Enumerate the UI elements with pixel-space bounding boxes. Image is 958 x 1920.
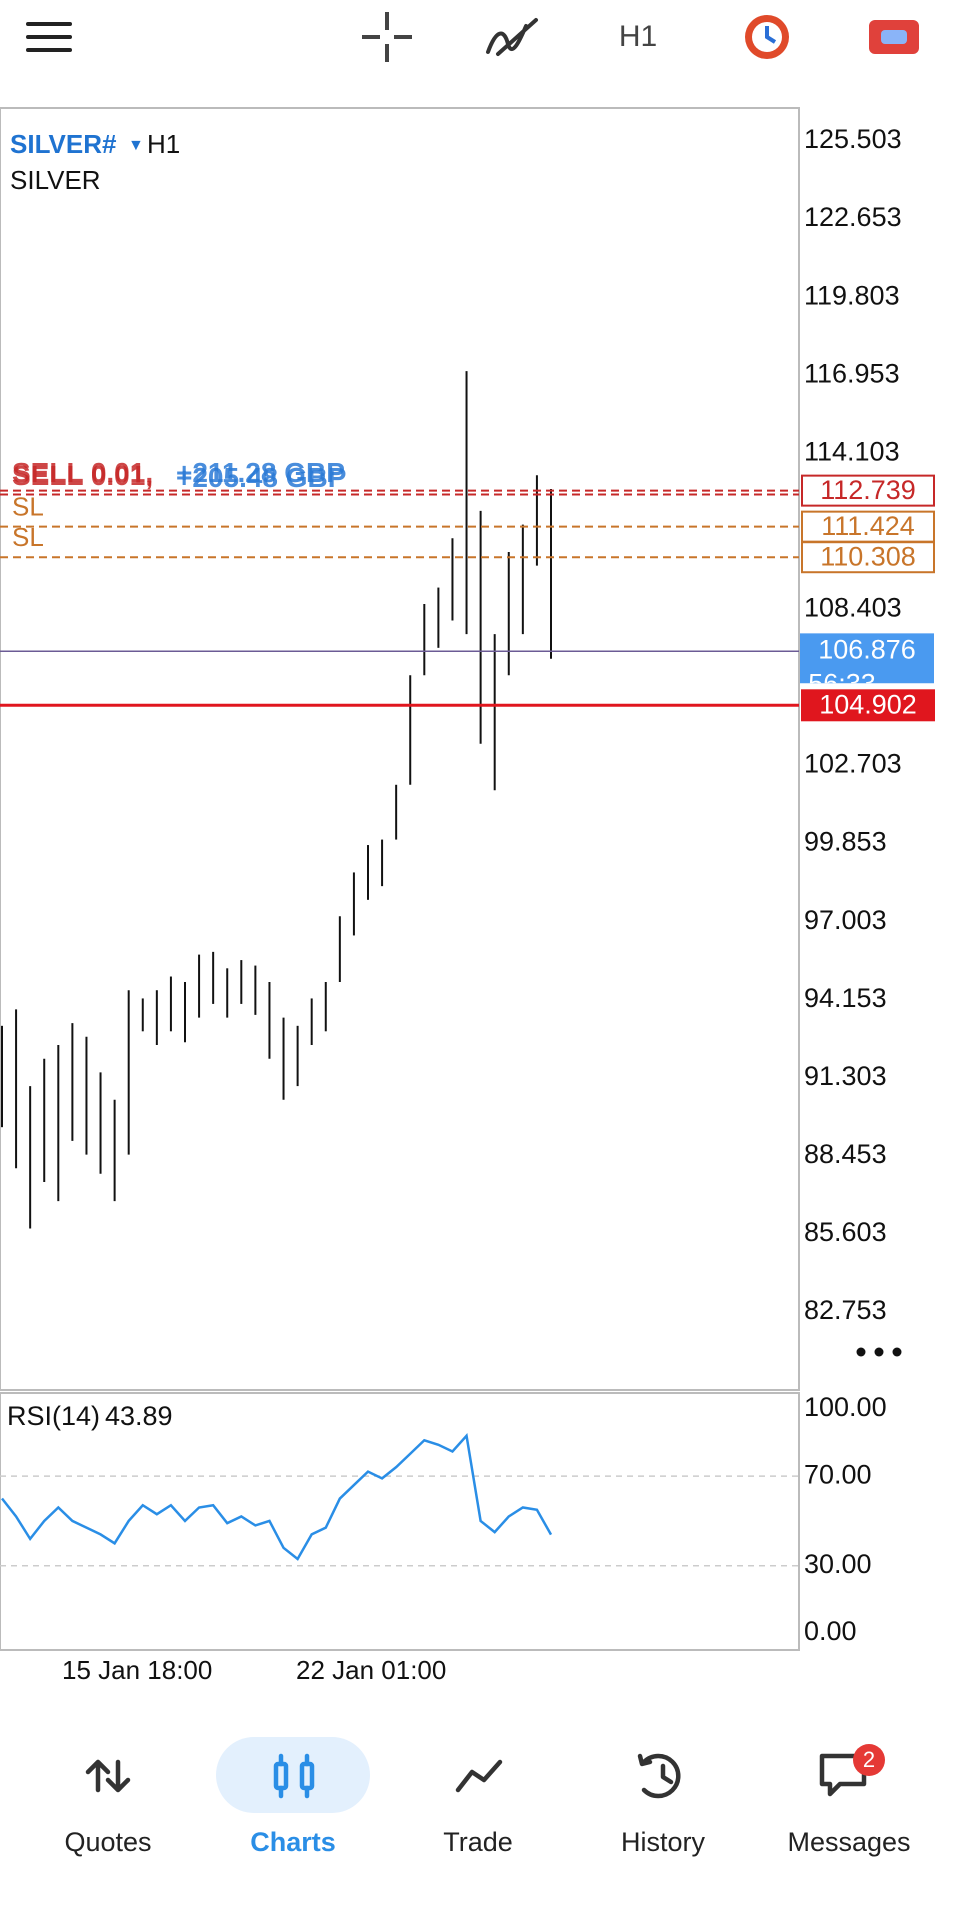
sl-price-label: 111.424 [821, 511, 915, 541]
trade-button[interactable] [869, 20, 919, 54]
badge-count: 2 [863, 1747, 875, 1772]
indicators-button[interactable] [486, 18, 538, 56]
symbol-dropdown[interactable]: ▼ [128, 137, 144, 154]
y-tick-label: 125.503 [804, 124, 902, 154]
alert-price-label: 104.902 [819, 689, 917, 719]
y-tick-label: 108.403 [804, 593, 902, 623]
nav-messages[interactable]: Messages [787, 1827, 910, 1857]
badge [853, 1744, 885, 1776]
order-profit: +211.28 GBP [176, 457, 345, 488]
y-tick-label: 70.00 [804, 1459, 872, 1489]
sl-price-box [801, 510, 935, 543]
rsi-name: RSI(14) [7, 1401, 100, 1431]
y-tick-label: 119.803 [804, 280, 900, 310]
y-tick-label: 97.003 [804, 905, 887, 935]
chart-timeframe: H1 [147, 129, 180, 159]
y-tick-label: 116.953 [804, 358, 900, 388]
bid-box [800, 633, 934, 684]
y-tick-label: 85.603 [804, 1217, 887, 1247]
symbol-description: SILVER [10, 165, 101, 195]
order-price-box [801, 474, 935, 507]
bid-price: 106.876 [818, 634, 916, 664]
y-tick-label: 0.00 [804, 1616, 857, 1646]
sl-price-box [801, 541, 935, 574]
sl-label: SL [12, 522, 44, 552]
menu-button[interactable] [26, 22, 72, 52]
timeframe-button[interactable]: H1 [619, 20, 657, 53]
bid-countdown: 56:33 [808, 668, 876, 698]
crosshair-button[interactable] [362, 12, 412, 62]
y-tick-label: 100.00 [804, 1392, 887, 1422]
alert-price-box [801, 689, 935, 722]
rsi-value: 43.89 [105, 1401, 173, 1431]
active-tab-pill [216, 1737, 370, 1813]
price-panel [0, 107, 800, 1391]
nav-history[interactable]: History [621, 1827, 706, 1857]
x-label: 22 Jan 01:00 [296, 1655, 446, 1685]
sl-label: SL [12, 492, 44, 522]
x-label: 15 Jan 18:00 [62, 1655, 212, 1685]
nav-charts[interactable]: Charts [250, 1827, 336, 1857]
order-side: SELL 0.01, [12, 457, 153, 488]
nav-quotes[interactable]: Quotes [64, 1827, 151, 1857]
y-tick-label: 122.653 [804, 202, 902, 232]
order-price-label: 112.739 [820, 475, 916, 505]
y-tick-label: 30.00 [804, 1549, 872, 1579]
y-tick-label: 114.103 [804, 436, 900, 466]
clock-button[interactable] [745, 15, 789, 59]
sl-price-label: 110.308 [820, 541, 916, 571]
rsi-panel [0, 1392, 800, 1651]
y-tick-label: 102.703 [804, 749, 902, 779]
rsi-line [1, 1433, 553, 1561]
y-tick-label: 82.753 [804, 1295, 887, 1325]
bid-tag: 106.876 56:33 [800, 633, 934, 698]
y-tick-label: 88.453 [804, 1139, 887, 1169]
order-side: SELL 0.01, [12, 460, 153, 491]
y-tick-label: 99.853 [804, 827, 887, 857]
more-button[interactable] [856, 1347, 902, 1357]
symbol-info: SILVER# ▼ H1 SILVER [10, 129, 180, 195]
symbol[interactable]: SILVER# [10, 129, 117, 159]
y-tick-label: 94.153 [804, 983, 887, 1013]
nav-trade[interactable]: Trade [443, 1827, 513, 1857]
order-profit: +205.48 GBP [176, 462, 346, 493]
y-tick-label: 91.303 [804, 1061, 887, 1091]
